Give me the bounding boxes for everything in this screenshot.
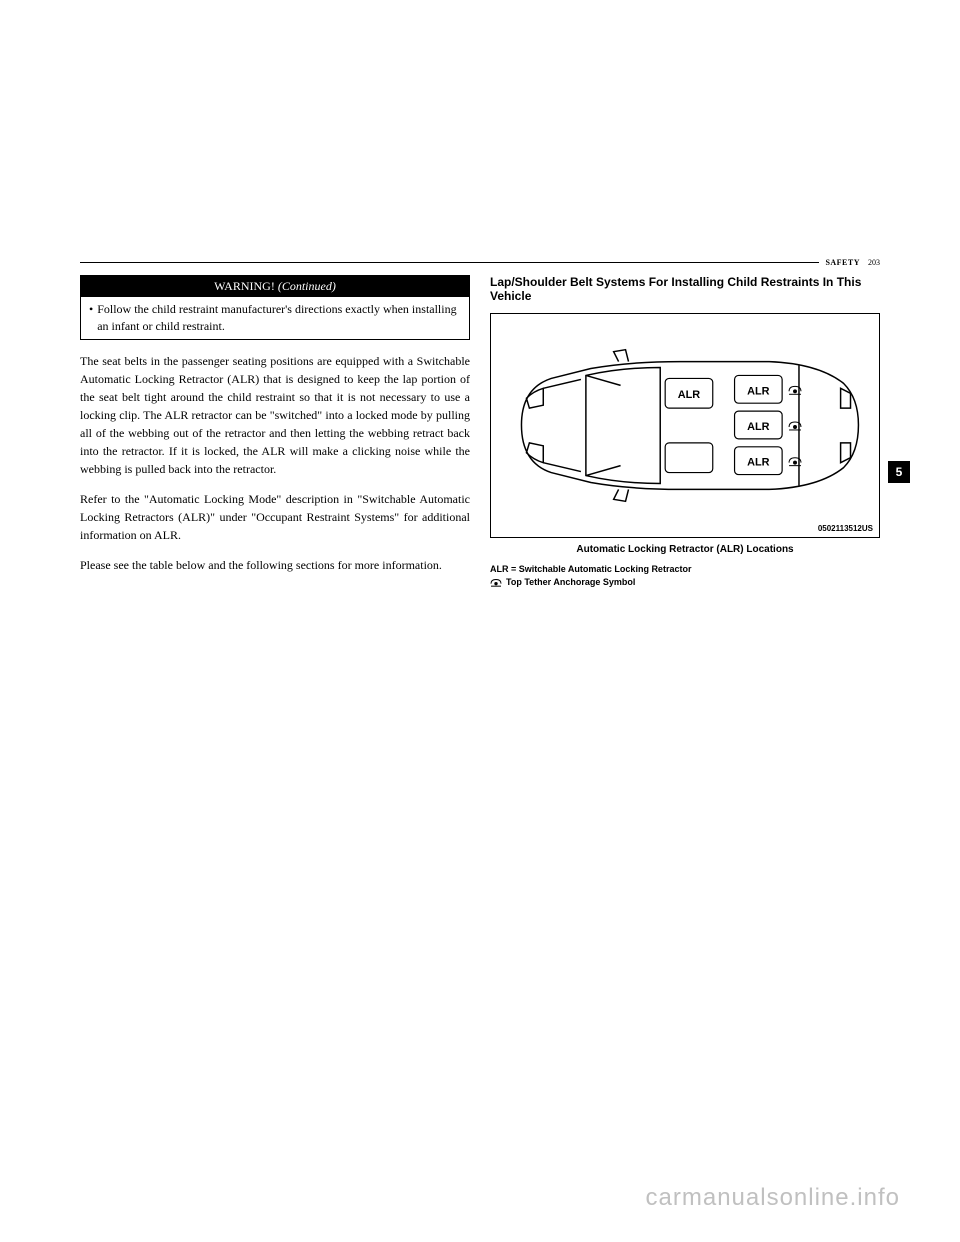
page-header: SAFETY 203 — [80, 258, 880, 267]
header-section-label: SAFETY — [825, 258, 860, 267]
header-rule — [80, 262, 819, 263]
vehicle-diagram: ALR ALR ALR ALR — [490, 313, 880, 538]
legend-alr: ALR = Switchable Automatic Locking Retra… — [490, 563, 880, 576]
warning-text: Follow the child restraint manufacturer'… — [97, 301, 461, 335]
page-number: 203 — [868, 258, 880, 267]
right-heading: Lap/Shoulder Belt Systems For Installing… — [490, 275, 880, 303]
warning-bullet: • Follow the child restraint manufacture… — [89, 301, 461, 335]
diagram-id: 0502113512US — [818, 524, 873, 533]
tether-anchor-icon — [490, 577, 502, 587]
seat-label-rear-3: ALR — [747, 457, 770, 469]
seat-label-front: ALR — [678, 389, 701, 401]
warning-box: WARNING! (Continued) • Follow the child … — [80, 275, 470, 340]
legend-tether-text: Top Tether Anchorage Symbol — [506, 576, 635, 589]
warning-continued: (Continued) — [278, 279, 336, 293]
page-container: SAFETY 203 WARNING! (Continued) • Follow… — [80, 258, 880, 828]
seat-label-rear-1: ALR — [747, 385, 770, 397]
warning-body: • Follow the child restraint manufacture… — [81, 297, 469, 339]
seat-label-rear-2: ALR — [747, 421, 770, 433]
diagram-legend: ALR = Switchable Automatic Locking Retra… — [490, 563, 880, 588]
warning-title: WARNING! — [214, 279, 275, 293]
paragraph-3: Please see the table below and the follo… — [80, 556, 470, 574]
section-tab: 5 — [888, 461, 910, 483]
bullet-marker: • — [89, 301, 93, 335]
right-column: Lap/Shoulder Belt Systems For Installing… — [490, 275, 880, 588]
vehicle-top-view-svg: ALR ALR ALR ALR — [491, 314, 879, 537]
paragraph-1: The seat belts in the passenger seating … — [80, 352, 470, 478]
content-area: WARNING! (Continued) • Follow the child … — [80, 275, 880, 588]
watermark: carmanualsonline.info — [646, 1184, 900, 1212]
diagram-caption: Automatic Locking Retractor (ALR) Locati… — [490, 544, 880, 555]
warning-header: WARNING! (Continued) — [81, 276, 469, 297]
legend-tether-row: Top Tether Anchorage Symbol — [490, 576, 880, 589]
paragraph-2: Refer to the "Automatic Locking Mode" de… — [80, 490, 470, 544]
left-column: WARNING! (Continued) • Follow the child … — [80, 275, 470, 588]
